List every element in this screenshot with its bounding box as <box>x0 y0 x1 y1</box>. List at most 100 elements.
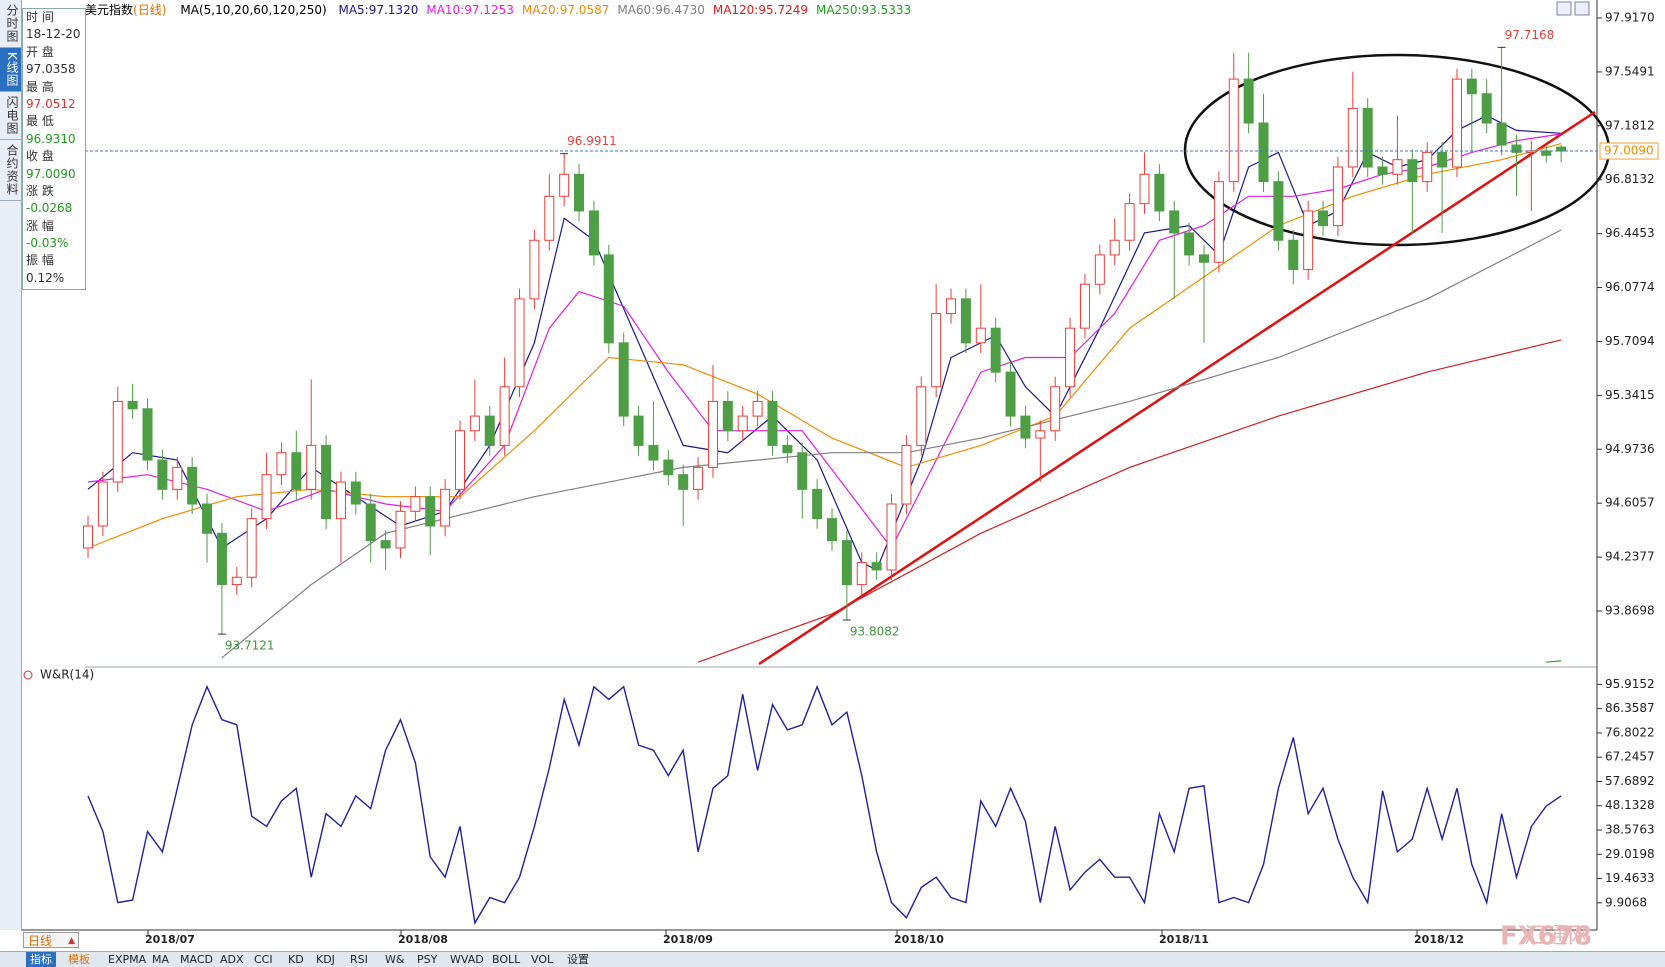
info-item: 开 盘 <box>26 44 54 59</box>
candle-body <box>707 400 718 468</box>
candle-body <box>1481 93 1492 124</box>
y-tick-label: 97.1812 <box>1605 118 1655 132</box>
candle-body <box>142 408 153 461</box>
watermark-name: 汇通网 <box>1524 924 1590 949</box>
y-tick-label: 76.8022 <box>1605 725 1655 739</box>
price-label: 97.0090 <box>1604 144 1654 158</box>
candle-body <box>812 488 823 520</box>
y-tick-label: 96.8132 <box>1605 172 1655 186</box>
candle-body <box>588 210 599 256</box>
extreme-label: 96.9911 <box>567 134 617 148</box>
y-tick-label: 95.3415 <box>1605 388 1655 402</box>
candle-body <box>1273 181 1284 241</box>
candle-body <box>1422 151 1433 183</box>
legend-entry: MA5:97.1320 <box>338 3 418 17</box>
y-tick-label: 94.2377 <box>1605 550 1655 564</box>
candle-body <box>1496 122 1507 146</box>
y-tick-label: 94.9736 <box>1605 442 1655 456</box>
toolbar-item[interactable]: 指标 <box>26 952 56 967</box>
toolbar-item[interactable]: WVAD <box>450 953 484 966</box>
period-select[interactable]: 日线 <box>23 932 79 949</box>
side-tab[interactable]: 闪电图 <box>0 92 21 140</box>
toolbar-item[interactable]: RSI <box>350 953 368 966</box>
side-tab[interactable]: 分时图 <box>0 0 21 48</box>
toolbar-item[interactable]: CCI <box>254 953 273 966</box>
y-tick-label: 95.7094 <box>1605 334 1655 348</box>
toolbar-item[interactable]: VOL <box>531 953 554 966</box>
candle-body <box>1556 146 1567 152</box>
candle-body <box>1243 78 1254 124</box>
candle-body <box>1079 283 1090 329</box>
candle-body <box>231 576 242 586</box>
toolbar-item[interactable]: 模板 <box>68 953 90 966</box>
settings-icon[interactable] <box>23 670 33 680</box>
candle-body <box>83 525 93 549</box>
zoom-in-button[interactable] <box>1556 1 1572 16</box>
candle-body <box>1303 210 1314 271</box>
ma-line <box>221 229 1562 659</box>
legend-entry: MA120:95.7249 <box>713 3 808 17</box>
candle-body <box>722 400 733 432</box>
candle-body <box>365 503 376 542</box>
extreme-label: 97.7168 <box>1505 28 1555 42</box>
candle-body <box>172 466 183 490</box>
candle-body <box>261 474 272 520</box>
y-tick-label: 93.8698 <box>1605 603 1655 617</box>
toolbar-item[interactable]: PSY <box>417 953 438 966</box>
candle-body <box>246 518 257 578</box>
candle-body <box>1258 122 1269 183</box>
toolbar-item[interactable]: EXPMA <box>108 953 147 966</box>
candle-body <box>216 532 227 586</box>
toolbar-item[interactable]: BOLL <box>492 953 521 966</box>
candle-body <box>559 173 570 197</box>
candle-body <box>1318 210 1329 227</box>
toolbar-item[interactable]: KDJ <box>316 953 335 966</box>
candle-body <box>350 481 361 505</box>
candle-body <box>1184 232 1195 256</box>
candle-body <box>395 510 406 549</box>
candle-body <box>1332 166 1343 227</box>
toolbar-item[interactable]: W& <box>385 953 405 966</box>
candle-body <box>693 466 704 490</box>
candle-body <box>306 444 317 490</box>
candle-body <box>1362 107 1373 168</box>
candle-body <box>1466 78 1477 95</box>
candle-body <box>1094 254 1105 285</box>
toolbar-item[interactable]: 设置 <box>567 953 589 966</box>
info-item: 收 盘 <box>26 149 54 164</box>
candle-body <box>1377 166 1388 175</box>
y-tick-label: 29.0198 <box>1605 847 1655 861</box>
info-panel: 时 间 18-12-20 开 盘 97.0358 最 高 97.0512 最 低 96.931… <box>22 8 86 290</box>
y-tick-label: 38.5763 <box>1605 823 1655 837</box>
candle-body <box>871 562 882 571</box>
side-tab[interactable]: K线图 <box>0 48 21 92</box>
candle-body <box>1288 239 1299 271</box>
legend-entry: MA60:96.4730 <box>617 3 705 17</box>
candle-body <box>112 400 123 483</box>
candle-body <box>1020 415 1031 439</box>
candle-body <box>856 562 867 586</box>
info-item: 97.0512 <box>26 96 76 111</box>
title: 美元指数 <box>85 2 133 17</box>
info-item: 最 低 <box>26 114 54 129</box>
candle-body <box>1050 386 1061 432</box>
y-tick-label: 97.5491 <box>1605 64 1655 78</box>
candle-body <box>663 459 674 476</box>
legend-entry: MA20:97.0587 <box>522 3 610 17</box>
candle-body <box>946 298 957 315</box>
zoom-out-button[interactable] <box>1574 1 1590 16</box>
window-buttons[interactable] <box>1556 1 1590 16</box>
side-tab[interactable]: 合约资料 <box>0 140 21 201</box>
toolbar-item[interactable]: MA <box>152 953 170 966</box>
candle-body <box>916 386 927 446</box>
candle-body <box>187 466 198 505</box>
toolbar-item[interactable]: ADX <box>220 953 244 966</box>
candle-body <box>990 327 1001 373</box>
toolbar-item[interactable]: MACD <box>180 953 213 966</box>
ma-line <box>87 115 1562 571</box>
candle-body <box>321 444 332 520</box>
toolbar-item[interactable]: KD <box>288 953 304 966</box>
x-tick-label: 2018/10 <box>894 933 944 946</box>
y-tick-label: 48.1328 <box>1605 798 1655 812</box>
x-tick-label: 2018/09 <box>663 933 713 946</box>
